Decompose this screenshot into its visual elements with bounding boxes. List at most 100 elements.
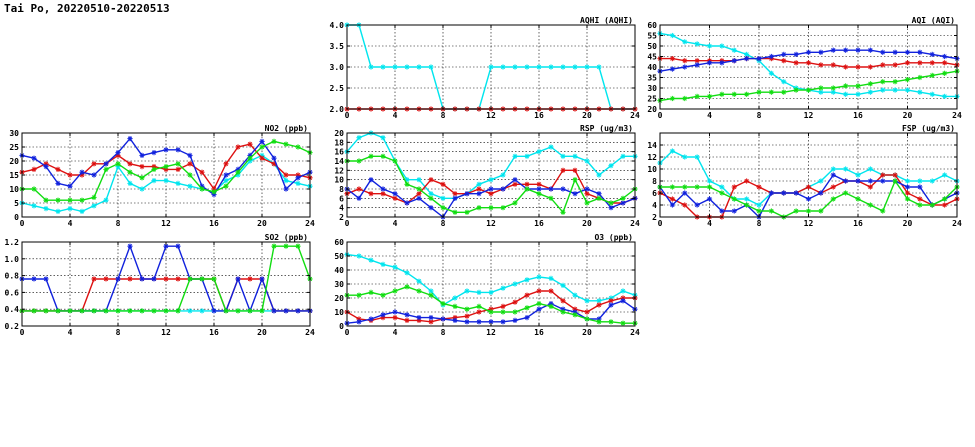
marker-stroke <box>223 184 229 189</box>
data-point-blue <box>524 315 530 321</box>
data-point-green <box>452 209 458 215</box>
y-tick-label: 10 <box>9 185 19 194</box>
marker-stroke <box>880 178 885 184</box>
marker-stroke <box>620 154 626 159</box>
marker-stroke <box>416 177 422 182</box>
data-point-cyan <box>464 288 470 294</box>
data-point-green <box>43 308 49 314</box>
data-point-blue <box>151 150 157 156</box>
marker-stroke <box>175 147 181 152</box>
data-point-green <box>440 301 446 307</box>
marker-stroke <box>139 276 145 282</box>
data-point-green <box>368 289 374 295</box>
marker-stroke <box>55 198 61 203</box>
marker-stroke <box>843 190 848 196</box>
data-point-green <box>706 184 713 190</box>
marker-stroke <box>917 90 923 95</box>
data-point-green <box>669 184 675 190</box>
marker-stroke <box>476 304 482 309</box>
data-point-red <box>404 317 410 323</box>
y-tick-label: 20 <box>334 294 344 303</box>
marker-stroke <box>905 190 910 196</box>
data-point-green <box>247 308 253 314</box>
marker-stroke <box>283 244 289 249</box>
marker-stroke <box>127 181 133 186</box>
data-point-cyan <box>500 172 506 178</box>
marker-stroke <box>283 186 289 192</box>
data-point-red <box>127 276 133 282</box>
y-tick-label: 10 <box>334 176 344 185</box>
data-point-blue <box>843 47 849 53</box>
y-tick-label: 0 <box>14 213 19 222</box>
marker-stroke <box>476 186 482 192</box>
marker-stroke <box>79 170 85 175</box>
data-point-red <box>731 184 737 190</box>
marker-stroke <box>428 293 434 298</box>
marker-stroke <box>831 62 836 68</box>
marker-stroke <box>769 54 774 59</box>
marker-stroke <box>905 50 910 55</box>
marker-stroke <box>404 182 410 187</box>
data-point-green <box>719 91 725 97</box>
data-point-red <box>524 292 530 298</box>
marker-stroke <box>942 60 947 65</box>
data-point-green <box>235 308 241 314</box>
data-point-green <box>855 196 861 202</box>
marker-stroke <box>127 308 133 314</box>
data-point-blue <box>464 319 470 325</box>
y-tick-label: 10 <box>334 308 344 317</box>
marker-stroke <box>67 184 73 189</box>
data-point-green <box>392 158 398 164</box>
data-point-cyan <box>560 282 566 288</box>
marker-stroke <box>139 186 145 192</box>
data-point-blue <box>139 276 145 282</box>
y-tick-label: 6 <box>339 194 344 203</box>
marker-stroke <box>271 139 277 144</box>
marker-stroke <box>781 90 786 95</box>
marker-stroke <box>67 198 73 203</box>
marker-stroke <box>295 144 301 150</box>
data-point-green <box>223 308 229 314</box>
y-tick-label: 8 <box>652 177 657 186</box>
data-point-red <box>596 302 602 308</box>
data-point-red <box>392 315 398 321</box>
data-point-green <box>368 153 374 159</box>
data-point-green <box>416 186 422 192</box>
x-tick-label: 16 <box>209 219 219 228</box>
marker-stroke <box>930 52 935 57</box>
chart-no2: 0 4 8 12 16 20 24 0 5 10 15 20 25 30 NO2 (ppb) <box>9 124 315 228</box>
data-point-cyan <box>744 196 750 202</box>
data-point-cyan <box>283 178 289 184</box>
x-tick-label: 20 <box>903 219 913 228</box>
x-tick-label: 4 <box>393 219 398 228</box>
marker-stroke <box>584 200 590 206</box>
data-point-red <box>756 184 762 190</box>
data-point-red <box>175 166 181 172</box>
marker-stroke <box>584 158 590 164</box>
data-point-red <box>175 276 181 282</box>
data-point-blue <box>271 155 277 161</box>
marker-stroke <box>596 298 602 303</box>
marker-stroke <box>620 200 626 206</box>
marker-stroke <box>103 167 109 172</box>
marker-stroke <box>512 318 518 323</box>
data-point-blue <box>830 172 836 178</box>
data-point-cyan <box>476 289 482 295</box>
marker-stroke <box>464 307 470 312</box>
data-point-red <box>793 60 799 66</box>
data-point-cyan <box>404 270 410 276</box>
marker-stroke <box>43 164 49 169</box>
data-point-red <box>67 172 73 178</box>
data-point-blue <box>669 202 675 208</box>
data-point-red <box>91 276 97 282</box>
data-point-green <box>855 83 861 89</box>
data-point-blue <box>295 175 301 181</box>
data-point-red <box>247 141 253 147</box>
data-point-blue <box>476 319 482 325</box>
y-tick-label: 8 <box>339 185 344 194</box>
x-tick-label: 4 <box>393 328 398 337</box>
y-tick-label: 30 <box>334 280 344 289</box>
data-point-blue <box>548 186 554 192</box>
data-point-green <box>793 87 799 93</box>
y-tick-label: 14 <box>647 141 657 150</box>
